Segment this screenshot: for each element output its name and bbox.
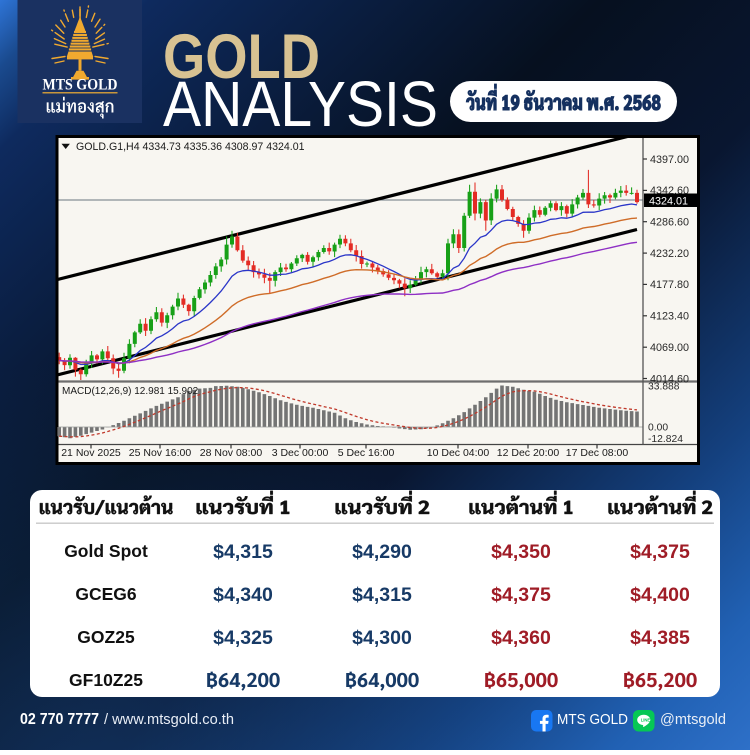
svg-text:Gold Spot: Gold Spot bbox=[64, 541, 148, 561]
svg-text:MTS GOLD: MTS GOLD bbox=[557, 711, 628, 728]
svg-text:4324.01: 4324.01 bbox=[649, 195, 688, 207]
svg-text:MACD(12,26,9) 12.981 15.902: MACD(12,26,9) 12.981 15.902 bbox=[62, 386, 199, 397]
svg-text:4014.60: 4014.60 bbox=[650, 373, 689, 385]
svg-text:@mtsgold: @mtsgold bbox=[660, 711, 726, 728]
svg-text:GF10Z25: GF10Z25 bbox=[69, 670, 143, 690]
svg-text:21 Nov 2025: 21 Nov 2025 bbox=[61, 447, 121, 459]
svg-text:$4,315: $4,315 bbox=[213, 541, 273, 563]
svg-text:$4,350: $4,350 bbox=[491, 541, 551, 563]
svg-text:$4,375: $4,375 bbox=[491, 584, 551, 606]
svg-text:$4,315: $4,315 bbox=[352, 584, 412, 606]
svg-text:$4,340: $4,340 bbox=[213, 584, 273, 606]
svg-text:LINE: LINE bbox=[641, 718, 651, 723]
svg-text:GOLD.G1,H4 4334.73 4335.36 43: GOLD.G1,H4 4334.73 4335.36 4308.97 4324.… bbox=[76, 141, 305, 153]
svg-text:$4,385: $4,385 bbox=[630, 627, 690, 649]
svg-text:5 Dec 16:00: 5 Dec 16:00 bbox=[338, 447, 395, 459]
svg-text:/ www.mtsgold.co.th: / www.mtsgold.co.th bbox=[104, 711, 234, 728]
svg-text:3 Dec 00:00: 3 Dec 00:00 bbox=[272, 447, 329, 459]
svg-text:17 Dec 08:00: 17 Dec 08:00 bbox=[566, 447, 629, 459]
svg-text:$4,400: $4,400 bbox=[630, 584, 690, 606]
svg-text:33.888: 33.888 bbox=[648, 382, 680, 393]
svg-text:GCEG6: GCEG6 bbox=[75, 584, 137, 604]
svg-text:GOLD: GOLD bbox=[163, 22, 320, 92]
svg-text:$4,375: $4,375 bbox=[630, 541, 690, 563]
svg-text:$4,290: $4,290 bbox=[352, 541, 412, 563]
svg-text:4286.60: 4286.60 bbox=[650, 217, 689, 229]
svg-text:10 Dec 04:00: 10 Dec 04:00 bbox=[427, 447, 490, 459]
svg-text:0.00: 0.00 bbox=[648, 423, 668, 434]
svg-text:4397.00: 4397.00 bbox=[650, 154, 689, 166]
svg-text:25 Nov 16:00: 25 Nov 16:00 bbox=[129, 447, 192, 459]
svg-text:4069.00: 4069.00 bbox=[650, 342, 689, 354]
svg-text:4123.40: 4123.40 bbox=[650, 311, 689, 323]
svg-text:$4,325: $4,325 bbox=[213, 627, 273, 649]
svg-text:$4,360: $4,360 bbox=[491, 627, 551, 649]
svg-text:GOZ25: GOZ25 bbox=[77, 627, 135, 647]
svg-text:28 Nov 08:00: 28 Nov 08:00 bbox=[200, 447, 263, 459]
svg-text:12 Dec 20:00: 12 Dec 20:00 bbox=[497, 447, 560, 459]
svg-text:4232.20: 4232.20 bbox=[650, 248, 689, 260]
svg-text:-12.824: -12.824 bbox=[648, 434, 683, 445]
svg-text:MTS GOLD: MTS GOLD bbox=[43, 77, 118, 94]
svg-text:ANALYSIS: ANALYSIS bbox=[163, 68, 438, 140]
svg-text:4177.80: 4177.80 bbox=[650, 279, 689, 291]
svg-text:02 770 7777: 02 770 7777 bbox=[20, 711, 99, 728]
svg-text:$4,300: $4,300 bbox=[352, 627, 412, 649]
